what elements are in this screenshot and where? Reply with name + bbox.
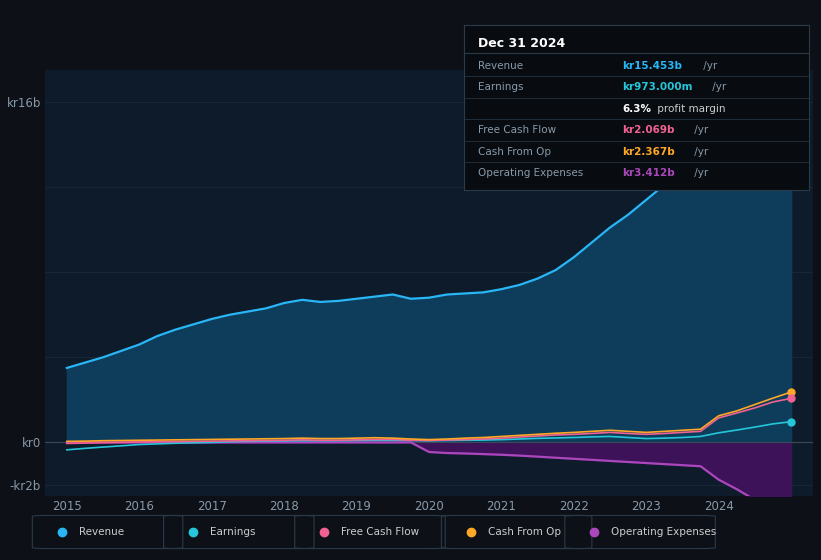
Text: kr2.069b: kr2.069b	[622, 125, 675, 135]
Text: /yr: /yr	[700, 60, 718, 71]
Text: Free Cash Flow: Free Cash Flow	[478, 125, 556, 135]
Text: Revenue: Revenue	[79, 527, 124, 537]
Text: /yr: /yr	[709, 82, 726, 92]
Text: Earnings: Earnings	[478, 82, 523, 92]
Text: Operating Expenses: Operating Expenses	[478, 168, 583, 178]
Text: kr2.367b: kr2.367b	[622, 147, 675, 157]
Text: Earnings: Earnings	[210, 527, 255, 537]
Text: Free Cash Flow: Free Cash Flow	[341, 527, 420, 537]
Text: /yr: /yr	[691, 125, 709, 135]
Text: Cash From Op: Cash From Op	[478, 147, 551, 157]
Text: /yr: /yr	[691, 147, 709, 157]
Text: kr3.412b: kr3.412b	[622, 168, 675, 178]
Text: Revenue: Revenue	[478, 60, 523, 71]
Text: Cash From Op: Cash From Op	[488, 527, 561, 537]
Text: profit margin: profit margin	[654, 104, 725, 114]
Text: Dec 31 2024: Dec 31 2024	[478, 37, 565, 50]
Text: 6.3%: 6.3%	[622, 104, 652, 114]
Text: kr973.000m: kr973.000m	[622, 82, 693, 92]
Text: kr15.453b: kr15.453b	[622, 60, 682, 71]
Text: /yr: /yr	[691, 168, 709, 178]
Text: Operating Expenses: Operating Expenses	[611, 527, 717, 537]
